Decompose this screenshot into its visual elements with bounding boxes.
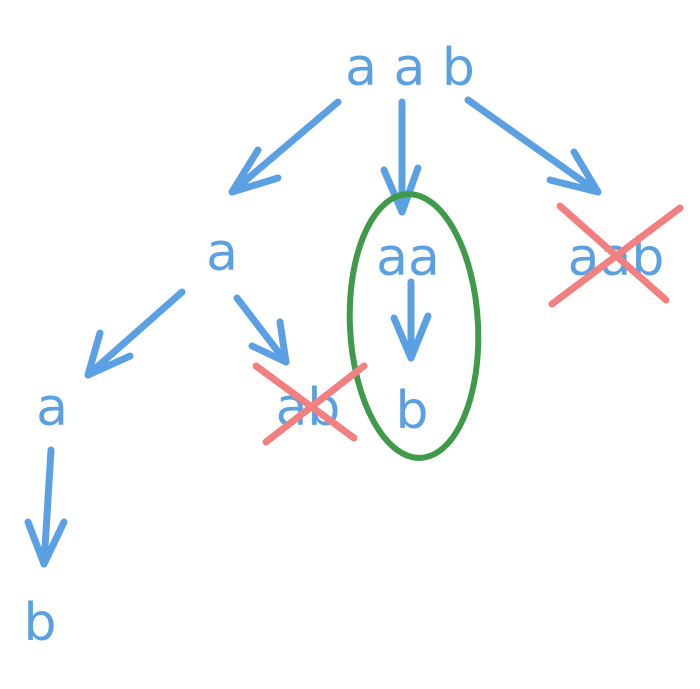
bottom-b-node-label: b [23, 593, 56, 653]
left-left-a-node-label: a [36, 378, 68, 438]
middle-b-node-label: b [395, 381, 428, 441]
arrow-icon [394, 282, 428, 358]
arrow-icon [28, 450, 64, 564]
root-node-label: a a b [345, 38, 475, 98]
arrow-icon [232, 102, 338, 192]
arrow-icon [88, 292, 182, 375]
middle-aa-node-label: aa [376, 228, 440, 288]
arrow-icon [237, 298, 286, 362]
arrow-icon [468, 100, 598, 192]
left-a-node-label: a [206, 223, 238, 283]
